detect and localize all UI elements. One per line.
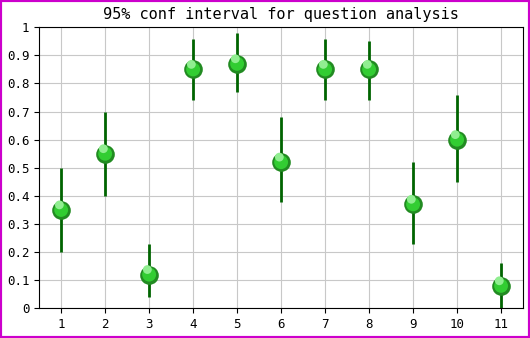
Point [187,62,196,67]
Point [57,207,65,213]
Point [409,202,417,207]
Point [275,154,284,160]
Point [189,67,197,72]
Point [57,207,65,213]
Point [453,137,461,142]
Point [451,132,460,137]
Point [143,267,152,272]
Point [277,160,285,165]
Point [409,202,417,207]
Point [145,272,153,277]
Point [497,283,505,289]
Point [145,272,153,277]
Point [497,283,505,289]
Point [321,67,329,72]
Point [99,146,108,151]
Point [453,137,461,142]
Point [321,67,329,72]
Point [231,56,240,62]
Point [189,67,197,72]
Point [101,151,109,156]
Point [55,202,64,208]
Point [233,61,241,67]
Title: 95% conf interval for question analysis: 95% conf interval for question analysis [103,7,459,22]
Point [101,151,109,156]
Point [319,62,328,67]
Point [277,160,285,165]
Point [233,61,241,67]
Point [407,197,416,202]
Point [363,62,372,67]
Point [365,67,373,72]
Point [365,67,373,72]
Point [495,278,504,284]
